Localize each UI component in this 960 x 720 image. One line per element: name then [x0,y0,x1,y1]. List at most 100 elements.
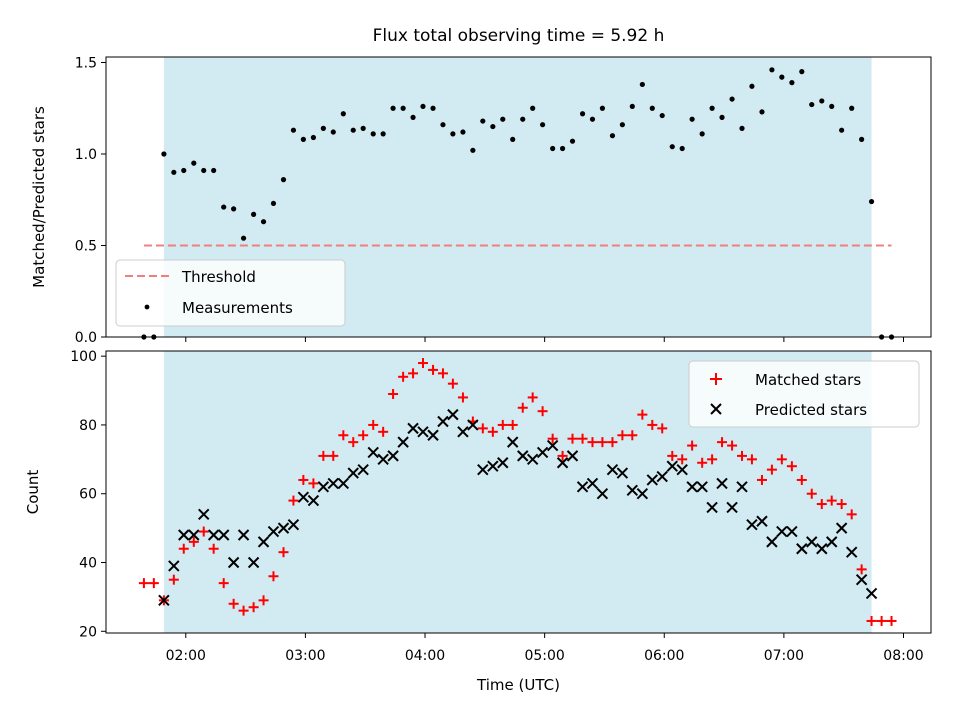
predicted-star-point [397,436,409,448]
matched-star-point [477,423,488,434]
measurement-point [829,103,835,110]
predicted-star-point [487,460,499,472]
measurement-points [141,67,895,340]
count-panel: 20 40 60 80 100 02:00 03:00 04:00 05:00 06:00 07:0… [24,349,932,694]
matched-star-point [806,488,817,499]
x-tick-label: 04:00 [405,648,445,664]
matched-star-point [717,437,728,448]
matched-star-point [866,615,877,626]
ratio-y-axis-label: Matched/Predicted stars [30,106,48,288]
matched-star-point [288,495,299,506]
predicted-star-point [347,467,359,479]
measurement-point [559,145,566,152]
predicted-star-point [267,525,280,538]
measurement-point [251,211,257,217]
measurement-point [440,122,446,128]
matched-star-point [328,450,339,461]
measurement-point [410,114,416,120]
matched-star-point [517,402,528,413]
predicted-star-point [865,587,878,600]
predicted-star-point [576,481,589,493]
predicted-star-point [826,536,838,548]
predicted-star-point [168,560,180,572]
measurement-point [211,167,217,174]
predicted-star-point [776,525,788,538]
predicted-star-point [666,460,678,472]
measurement-point [490,123,496,130]
y-tick-label: 0.0 [75,330,97,346]
matched-star-point [527,392,538,403]
predicted-star-point [696,481,708,493]
count-y-axis-label: Count [24,470,42,515]
measurement-point [859,136,865,142]
matched-star-point [796,474,807,485]
predicted-star-point [407,422,419,435]
predicted-star-point [526,453,539,466]
matched-star-point [617,430,628,441]
predicted-star-point [606,463,619,476]
matched-star-point [707,454,718,465]
predicted-star-point [806,536,818,548]
measurement-point [589,116,596,122]
predicted-star-point [646,474,658,486]
measurement-point [330,129,336,135]
predicted-star-point [786,525,798,538]
measurement-point [280,177,287,183]
matched-star-point [507,419,518,430]
matched-star-point [268,571,279,582]
predicted-star-point [686,481,698,493]
matched-star-point [148,578,159,589]
predicted-star-point [716,477,728,490]
legend-matched-swatch [710,373,722,385]
measurement-point [530,105,536,111]
measurement-point [540,122,546,128]
count-legend: Matched stars Predicted stars [688,360,920,428]
matched-star-point [687,440,698,451]
matched-star-point [398,371,409,382]
y-tick-label: 1.5 [75,55,97,71]
measurement-point [669,144,675,150]
measurement-point [659,112,665,119]
matched-star-point [657,423,668,434]
measurement-point [370,131,376,137]
predicted-star-point [497,457,509,469]
matched-star-point [886,615,897,626]
predicted-star-point [188,529,200,541]
matched-star-point [278,547,289,558]
y-tick-label: 100 [70,349,97,365]
measurement-point [191,160,197,166]
measurement-point [759,109,765,115]
matched-star-point [727,440,738,451]
measurement-point [470,147,476,153]
matched-star-point [457,392,468,403]
measurement-point [789,80,795,86]
predicted-star-point [297,491,310,503]
measurement-point [868,198,875,205]
matched-star-point [378,426,389,437]
measurement-point [171,169,177,175]
predicted-star-point [517,450,529,462]
predicted-star-point [287,518,300,531]
measurement-point [709,105,715,111]
matched-star-point [447,378,458,389]
predicted-star-point [855,573,868,586]
measurement-point [809,101,815,108]
predicted-star-point [277,522,290,534]
measurement-point [221,204,227,210]
predicted-star-point [367,446,379,459]
ratio-panel: 0.0 0.5 1.0 1.5 Flux total observing time =… [30,26,932,346]
matched-star-point [208,543,219,554]
measurement-point [729,96,735,102]
predicted-star-point [845,546,858,558]
predicted-star-point [467,419,479,431]
measurement-point [161,151,167,157]
measurement-point [290,127,297,133]
measurement-point [679,145,685,152]
matched-star-point [667,450,678,461]
measurement-point [390,105,396,111]
matched-star-point [846,509,857,520]
matched-star-point [737,450,748,461]
matched-star-point [567,433,578,444]
measurement-point [749,83,755,89]
